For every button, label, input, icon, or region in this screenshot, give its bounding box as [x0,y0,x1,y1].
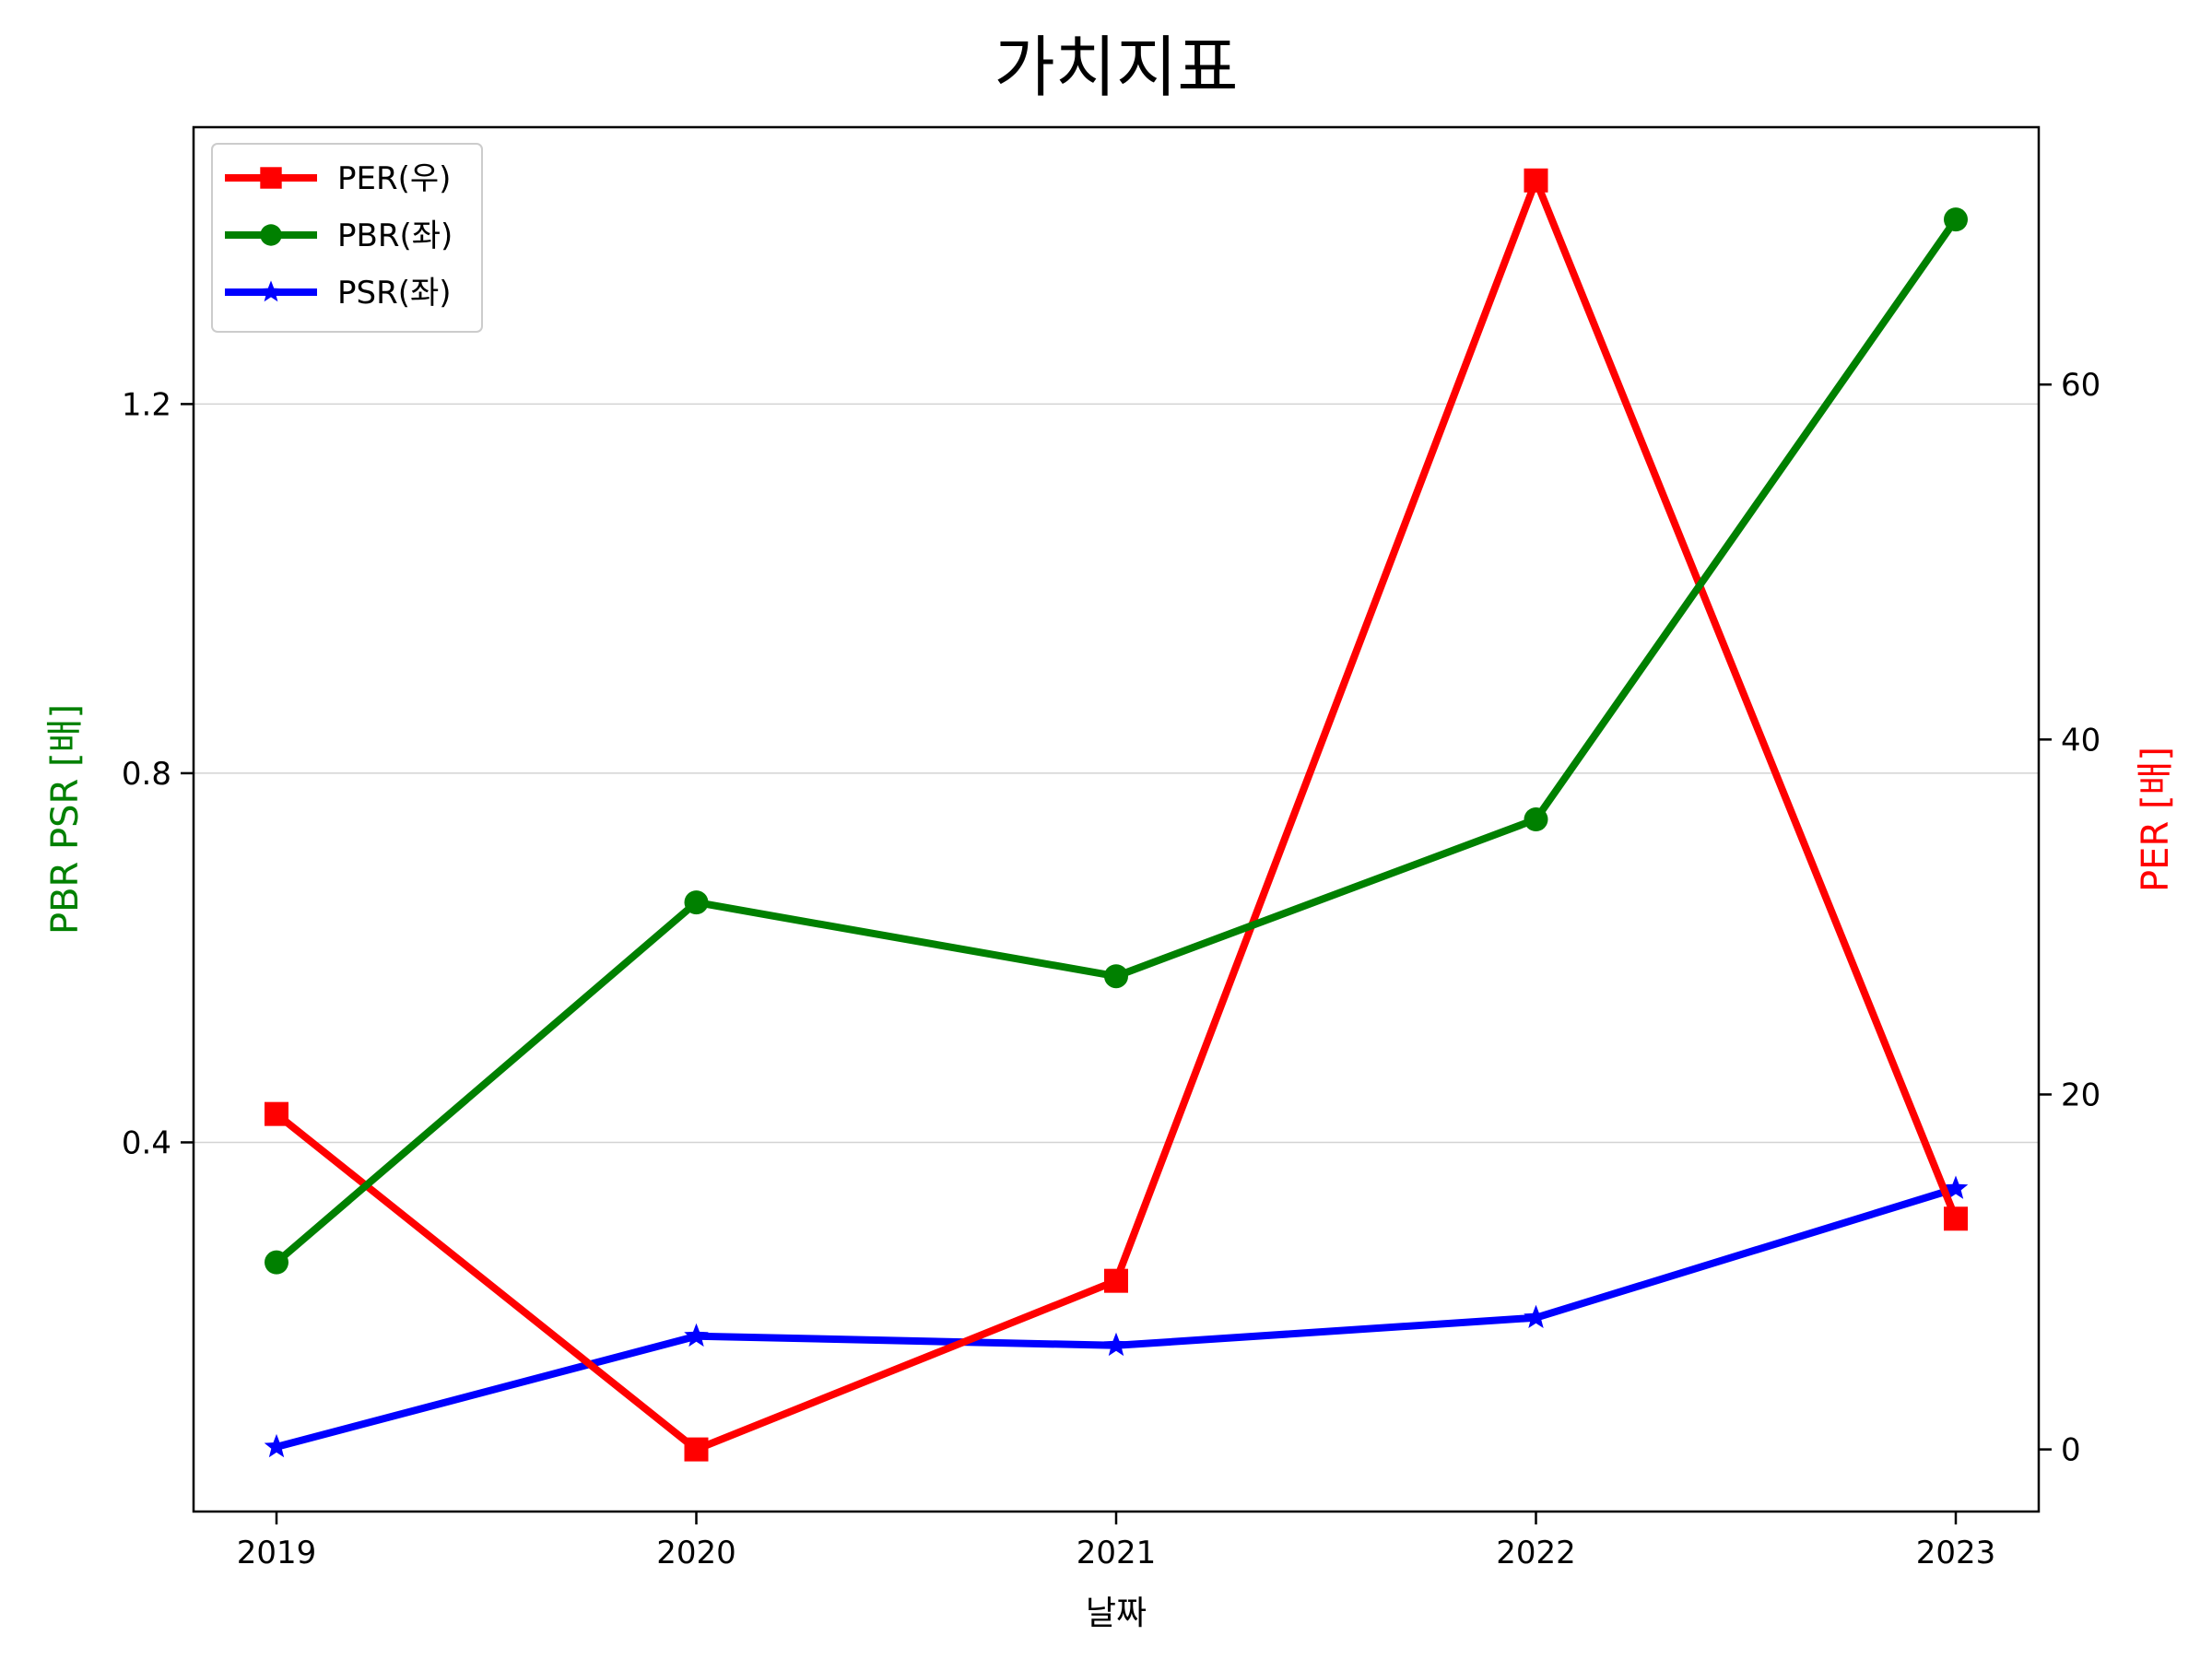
series-per-point [1104,1268,1128,1293]
series-pbr-point [1104,964,1128,989]
chart-title: 가치지표 [994,29,1239,106]
legend-item-per: PER(우) [225,160,451,197]
series-psr-point [264,1433,289,1458]
x-tick-label: 2023 [1916,1535,1996,1571]
series-per-point [684,1437,709,1462]
series-per [265,168,1968,1462]
legend-label: PSR(좌) [337,275,452,312]
x-tick-label: 2020 [656,1535,736,1571]
series-psr-point [684,1323,709,1347]
right-tick-label: 40 [2061,722,2100,759]
series-psr-point [1943,1175,1969,1199]
legend-item-psr: PSR(좌) [225,275,452,312]
legend-item-pbr: PBR(좌) [225,218,453,254]
right-y-axis-label: PER [배] [2135,747,2177,892]
x-axis-label: 날짜 [1086,1594,1147,1632]
left-y-axis: 0.4 0.8 1.2 [122,386,194,1161]
right-tick-label: 60 [2061,367,2100,404]
x-axis: 2019 2020 2021 2022 2023 [237,1512,1996,1571]
series-per-point [1524,168,1548,193]
legend: PER(우) PBR(좌) PSR(좌) [211,143,483,333]
series-layer [264,168,1969,1462]
x-tick-label: 2021 [1077,1535,1157,1571]
plot-frame [192,125,2041,1513]
series-psr [264,1175,1969,1458]
right-y-axis: 0 20 40 60 [2039,367,2100,1469]
series-per-point [265,1101,288,1126]
legend-box [211,143,483,333]
legend-label: PER(우) [337,160,451,197]
series-pbr-point [265,1250,288,1275]
legend-marker [260,167,282,189]
x-tick-label: 2019 [237,1535,317,1571]
series-per-line [273,176,1959,1453]
series-pbr-point [684,890,709,915]
legend-label: PBR(좌) [337,218,453,254]
grid [194,403,2039,1144]
series-psr-point [1524,1304,1548,1328]
series-pbr [265,207,1968,1275]
legend-marker [260,280,282,302]
series-per-point [1944,1206,1968,1231]
left-y-axis-label: PBR PSR [배] [44,704,87,935]
x-tick-label: 2022 [1496,1535,1576,1571]
series-pbr-point [1944,207,1968,232]
left-tick-label: 0.8 [122,756,171,793]
series-psr-point [1103,1332,1129,1357]
right-tick-label: 20 [2061,1077,2100,1113]
series-pbr-point [1524,807,1548,831]
right-tick-label: 0 [2061,1432,2081,1469]
series-pbr-line [273,216,1959,1266]
left-tick-label: 0.4 [122,1124,171,1161]
legend-marker [260,224,282,246]
left-tick-label: 1.2 [122,386,171,423]
